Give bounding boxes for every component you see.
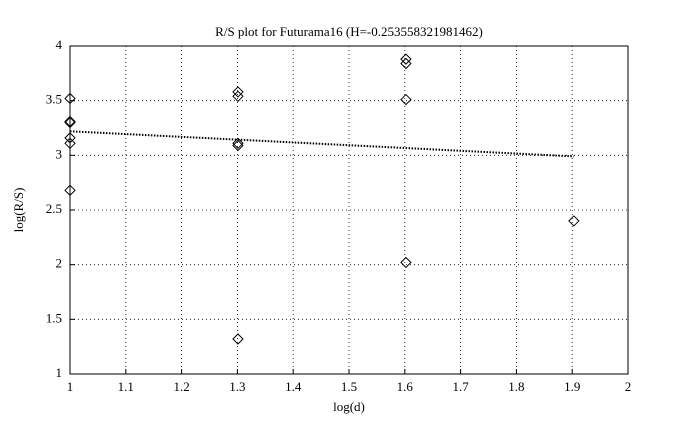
x-tick-label: 1.4 xyxy=(285,379,302,394)
x-tick-label: 1.3 xyxy=(229,379,245,394)
x-tick-label: 2 xyxy=(625,379,632,394)
plot-frame xyxy=(69,45,629,375)
data-point xyxy=(568,215,580,227)
x-tick-label: 1.9 xyxy=(564,379,580,394)
fit-line xyxy=(69,130,574,158)
x-axis-label: log(d) xyxy=(333,399,365,414)
data-point xyxy=(400,53,412,65)
data-point xyxy=(400,57,412,70)
data-point xyxy=(64,92,76,105)
data-point xyxy=(232,139,244,152)
data-point xyxy=(400,256,412,269)
x-tick-label: 1.1 xyxy=(118,379,134,394)
data-point xyxy=(232,333,244,345)
x-tick-label: 1.8 xyxy=(508,379,524,394)
y-tick-label: 4 xyxy=(56,37,63,52)
data-point xyxy=(64,115,76,128)
x-tick-label: 1.2 xyxy=(173,379,189,394)
chart-title: R/S plot for Futurama16 (H=-0.2535583219… xyxy=(215,24,483,39)
y-tick-label: 2 xyxy=(56,256,63,271)
y-axis-label: log(R/S) xyxy=(11,188,26,233)
data-point xyxy=(64,116,76,129)
data-point xyxy=(64,132,76,144)
data-point xyxy=(64,184,76,197)
data-point xyxy=(400,93,412,106)
x-tick-label: 1.5 xyxy=(341,379,357,394)
data-point xyxy=(232,86,244,98)
x-tick-label: 1.6 xyxy=(397,379,414,394)
data-point xyxy=(232,90,244,103)
y-tick-label: 3.5 xyxy=(46,92,62,107)
y-tick-label: 2.5 xyxy=(46,201,62,216)
y-tick-label: 1 xyxy=(56,365,63,380)
data-point xyxy=(232,137,244,150)
data-point xyxy=(64,137,76,150)
x-tick-label: 1.7 xyxy=(452,379,469,394)
x-tick-label: 1 xyxy=(67,379,74,394)
y-tick-label: 1.5 xyxy=(46,310,62,325)
y-tick-label: 3 xyxy=(56,146,63,161)
